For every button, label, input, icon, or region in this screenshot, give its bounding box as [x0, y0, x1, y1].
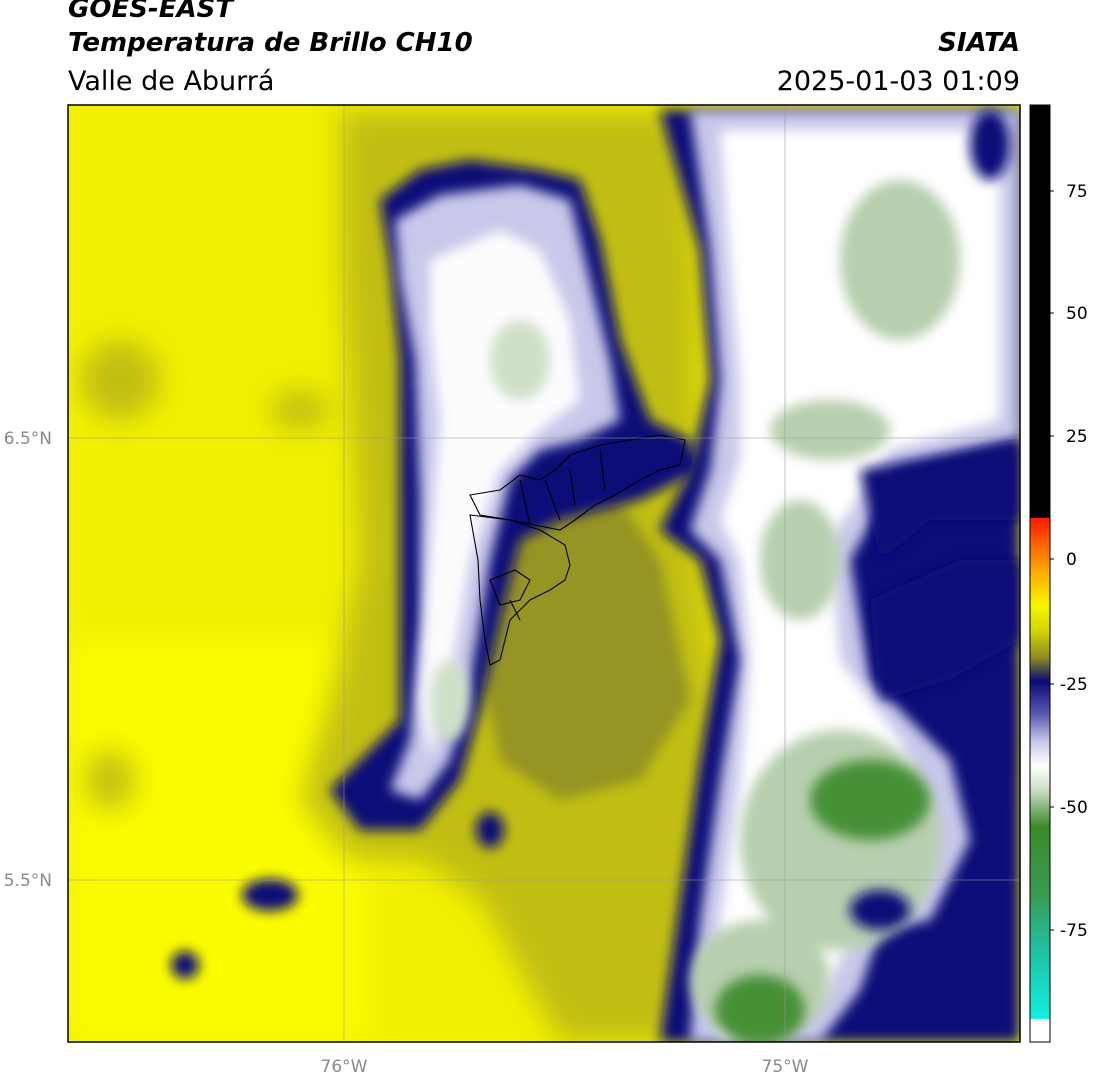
colorbar-tick-0: 0 — [1066, 550, 1077, 570]
satellite-title: GOES-EAST — [68, 0, 234, 24]
region-title: Valle de Aburrá — [68, 66, 275, 97]
colorbar-tick-75: 75 — [1066, 182, 1088, 202]
colorbar-tick-neg50: -50 — [1060, 798, 1088, 818]
lat-label-6-5: 6.5°N — [4, 429, 52, 449]
colorbar — [1029, 104, 1051, 1043]
datetime-label: 2025-01-03 01:09 — [776, 66, 1020, 97]
colorbar-tick-neg75: -75 — [1060, 921, 1088, 941]
lon-label-76w: 76°W — [321, 1057, 368, 1077]
map-frame — [67, 104, 1021, 1043]
lon-label-75w: 75°W — [762, 1057, 809, 1077]
colorbar-tick-neg25: -25 — [1060, 675, 1088, 695]
lat-label-5-5: 5.5°N — [4, 871, 52, 891]
colorbar-tick-50: 50 — [1066, 304, 1088, 324]
brightness-temperature-field — [68, 105, 1020, 1042]
graticule — [68, 105, 1020, 1042]
municipality-boundaries — [469, 434, 686, 666]
product-title: Temperatura de Brillo CH10 — [68, 28, 473, 58]
colorbar-tick-25: 25 — [1066, 427, 1088, 447]
agency-label: SIATA — [938, 28, 1020, 58]
